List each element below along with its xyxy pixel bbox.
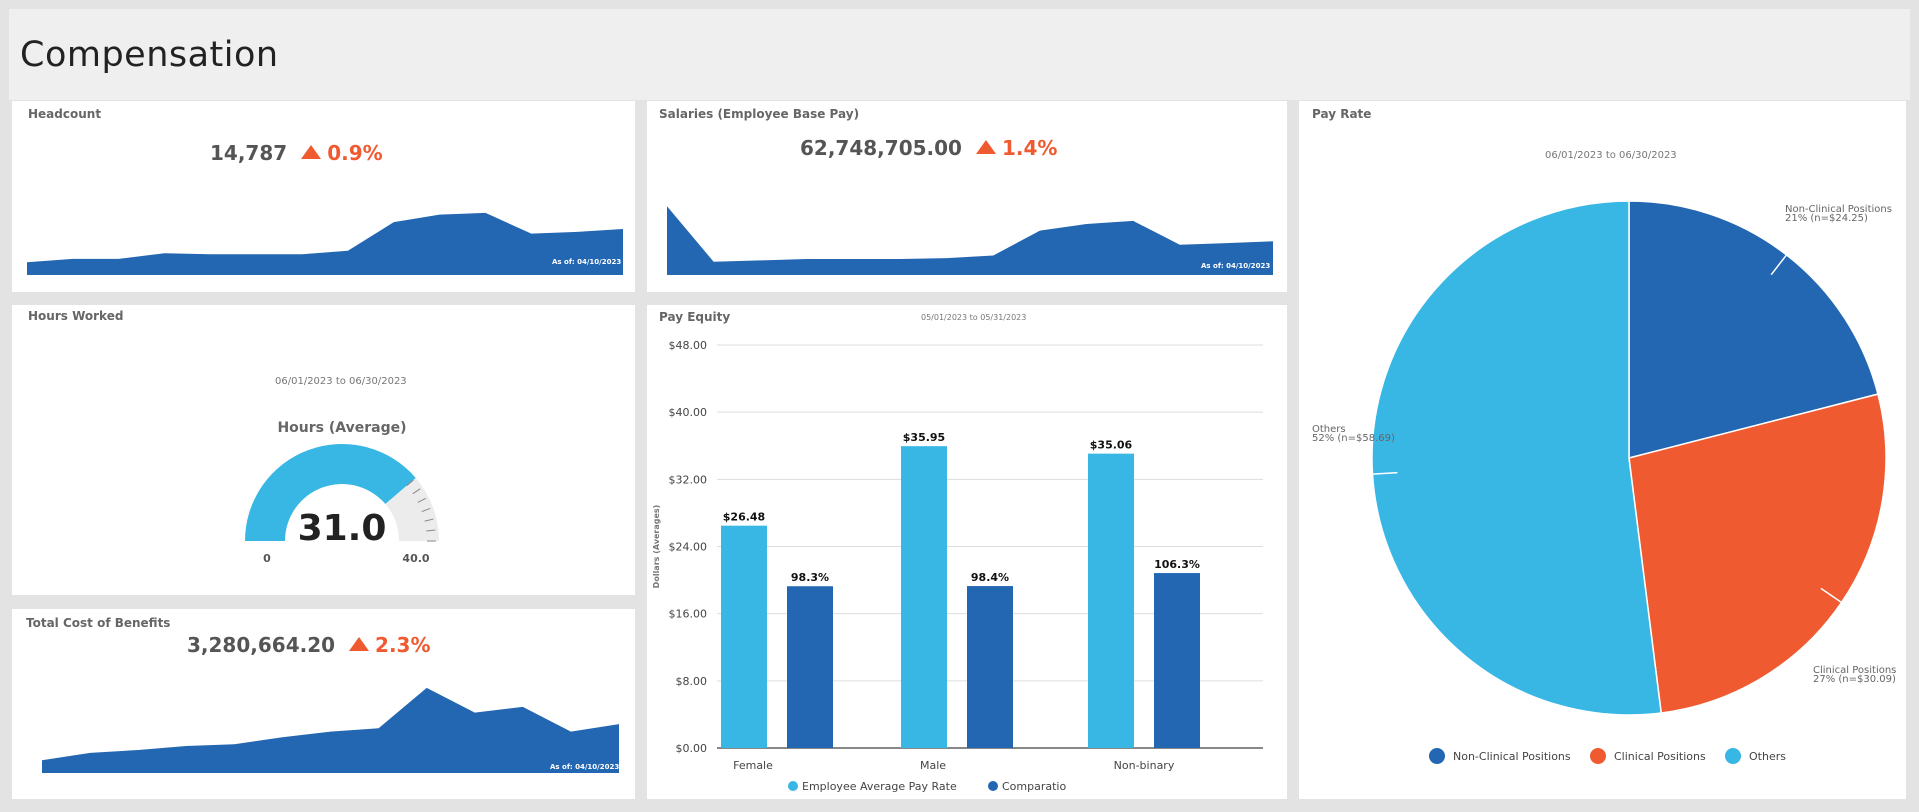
data-label: 106.3% bbox=[1154, 558, 1200, 571]
page-title: Compensation bbox=[20, 35, 279, 75]
bar bbox=[1154, 573, 1200, 748]
benefits-area-chart bbox=[42, 687, 619, 773]
up-arrow-icon bbox=[301, 145, 322, 159]
gauge-value: 31.0 bbox=[298, 508, 387, 549]
headcount-as-of: As of: 04/10/2023 bbox=[552, 258, 622, 266]
salaries-area bbox=[667, 206, 1273, 275]
gauge-remaining-arc bbox=[385, 478, 439, 541]
pie-label: Others bbox=[1312, 424, 1346, 435]
bar bbox=[901, 446, 947, 748]
benefits-area bbox=[42, 687, 619, 773]
gauge-tick bbox=[406, 479, 414, 487]
bar bbox=[1088, 453, 1134, 748]
salaries-area-chart bbox=[667, 206, 1273, 275]
pay-equity-bar-chart: $0.00 $8.00 $16.00 $24.00 $32.00 $40.00 $48.00… bbox=[652, 339, 1263, 793]
gauge-max-label: 40.0 bbox=[402, 552, 429, 565]
pay-equity-card[interactable]: Pay Equity 05/01/2023 to 05/31/2023 $0.0… bbox=[647, 305, 1287, 799]
data-label: $26.48 bbox=[723, 511, 765, 524]
gauge-title: Hours (Average) bbox=[277, 420, 406, 436]
salaries-kpi: 62,748,705.00 1.4% bbox=[800, 136, 1057, 160]
legend-marker bbox=[1429, 748, 1445, 764]
data-label: $35.06 bbox=[1090, 439, 1133, 452]
legend-label: Clinical Positions bbox=[1614, 750, 1706, 763]
up-arrow-icon bbox=[349, 637, 370, 651]
benefits-card[interactable]: Total Cost of Benefits 3,280,664.20 2.3% … bbox=[12, 609, 635, 799]
salaries-change: 1.4% bbox=[1001, 136, 1058, 160]
y-tick-label: $0.00 bbox=[676, 742, 708, 755]
legend-marker bbox=[1590, 748, 1606, 764]
salaries-value: 62,748,705.00 bbox=[800, 136, 962, 160]
benefits-change: 2.3% bbox=[375, 633, 431, 657]
benefits-title: Total Cost of Benefits bbox=[26, 616, 171, 630]
pie-leader-line bbox=[1820, 587, 1849, 608]
pie-leader-line bbox=[1364, 471, 1398, 476]
y-tick-label: $32.00 bbox=[669, 473, 708, 486]
data-label: 98.3% bbox=[791, 571, 829, 584]
salaries-title: Salaries (Employee Base Pay) bbox=[659, 107, 860, 121]
pie-label: Non-Clinical Positions bbox=[1785, 204, 1892, 215]
hours-worked-card[interactable]: Hours Worked 06/01/2023 to 06/30/2023 Ho… bbox=[12, 305, 635, 595]
legend-label: Others bbox=[1749, 750, 1786, 763]
x-tick-label: Male bbox=[920, 759, 946, 772]
x-tick-label: Female bbox=[733, 759, 773, 772]
headcount-area bbox=[27, 212, 623, 275]
headcount-kpi: 14,787 0.9% bbox=[210, 141, 383, 165]
benefits-kpi: 3,280,664.20 2.3% bbox=[187, 633, 431, 657]
legend-marker bbox=[1725, 748, 1741, 764]
legend-label: Comparatio bbox=[1002, 780, 1066, 793]
salaries-card[interactable]: Salaries (Employee Base Pay) 62,748,705.… bbox=[647, 101, 1287, 292]
pay-rate-title: Pay Rate bbox=[1312, 107, 1372, 121]
pay-equity-date-range: 05/01/2023 to 05/31/2023 bbox=[921, 313, 1027, 322]
gauge-tick bbox=[412, 488, 421, 495]
up-arrow-icon bbox=[975, 140, 996, 154]
y-tick-label: $16.00 bbox=[669, 608, 708, 621]
legend-label: Employee Average Pay Rate bbox=[802, 780, 957, 793]
gauge-min-label: 0 bbox=[263, 552, 271, 565]
gauge-tick bbox=[421, 507, 431, 513]
benefits-as-of: As of: 04/10/2023 bbox=[550, 763, 620, 771]
pie-label-detail: 27% (n=$30.09) bbox=[1813, 674, 1896, 685]
headcount-change: 0.9% bbox=[327, 141, 383, 165]
pie-label-detail: 21% (n=$24.25) bbox=[1785, 213, 1868, 224]
gauge-tick bbox=[426, 529, 436, 532]
gauge-filled-arc bbox=[245, 444, 416, 541]
pie-leader-line bbox=[1770, 248, 1793, 276]
gauge-tick bbox=[417, 497, 426, 503]
bar bbox=[721, 525, 767, 748]
headcount-area-chart bbox=[27, 212, 623, 275]
legend-label: Non-Clinical Positions bbox=[1453, 750, 1571, 763]
headcount-card[interactable]: Headcount 14,787 0.9% As of: 04/10/2023 bbox=[12, 101, 635, 292]
pay-rate-date-range: 06/01/2023 to 06/30/2023 bbox=[1545, 150, 1677, 161]
bar bbox=[967, 586, 1013, 748]
legend-marker bbox=[988, 781, 998, 791]
y-tick-label: $8.00 bbox=[676, 675, 708, 688]
x-tick-label: Non-binary bbox=[1114, 759, 1175, 772]
benefits-value: 3,280,664.20 bbox=[187, 633, 336, 657]
y-tick-label: $40.00 bbox=[669, 406, 708, 419]
page-header: Compensation bbox=[9, 9, 1910, 100]
headcount-title: Headcount bbox=[28, 107, 102, 121]
pay-rate-card[interactable]: Pay Rate 06/01/2023 to 06/30/2023 Non-Cl… bbox=[1299, 101, 1906, 799]
bar bbox=[787, 586, 833, 748]
y-tick-label: $24.00 bbox=[669, 541, 708, 554]
headcount-value: 14,787 bbox=[210, 141, 288, 165]
legend-marker bbox=[788, 781, 798, 791]
pie-slice bbox=[1371, 200, 1663, 716]
hours-worked-title: Hours Worked bbox=[28, 309, 124, 323]
data-label: 98.4% bbox=[971, 571, 1009, 584]
y-tick-label: $48.00 bbox=[669, 339, 708, 352]
salaries-as-of: As of: 04/10/2023 bbox=[1201, 262, 1271, 270]
pie-label-detail: 52% (n=$58.69) bbox=[1312, 433, 1395, 444]
y-axis-label: Dollars (Averages) bbox=[652, 505, 661, 589]
pie-label: Clinical Positions bbox=[1813, 665, 1896, 676]
gauge-tick bbox=[424, 518, 434, 522]
pay-equity-title: Pay Equity bbox=[659, 310, 731, 324]
data-label: $35.95 bbox=[903, 431, 945, 444]
hours-worked-date-range: 06/01/2023 to 06/30/2023 bbox=[275, 376, 407, 387]
hours-gauge: Hours (Average) 31.0 0 40.0 bbox=[245, 420, 439, 565]
